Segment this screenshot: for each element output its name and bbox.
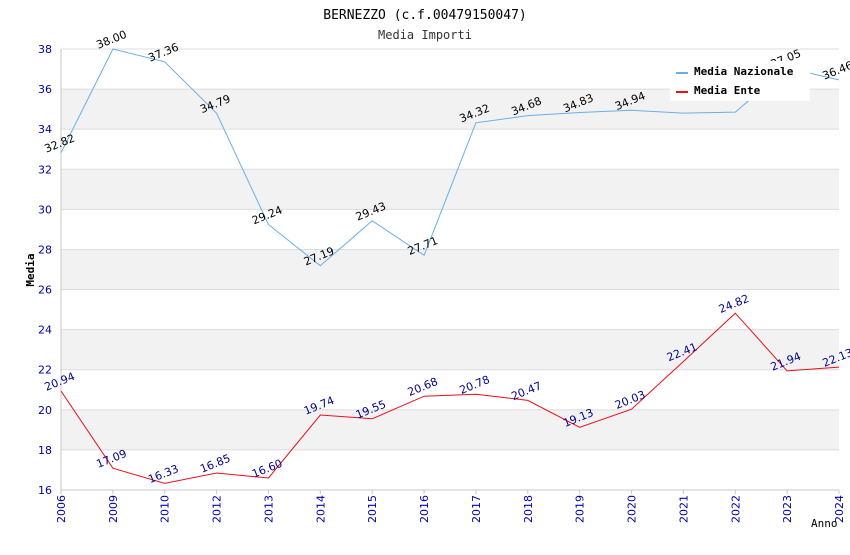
data-label: 20.78 [458,373,492,397]
y-tick-label: 26 [38,284,52,297]
data-label: 16.33 [146,462,180,486]
x-tick-label: 2016 [418,495,431,523]
chart-title: BERNEZZO (c.f.00479150047) [323,8,527,23]
data-label: 37.36 [146,41,180,65]
y-tick-label: 16 [38,484,52,497]
series-line-media-nazionale [60,48,840,267]
y-tick-label: 34 [38,123,52,136]
data-label: 20.47 [509,379,543,403]
chart-subtitle: Media Importi [378,28,472,42]
x-axis-label: Anno [811,517,838,530]
x-tick-label: 2018 [522,495,535,523]
x-tick-label: 2006 [55,495,68,523]
data-label: 24.82 [717,292,751,316]
y-tick-label: 24 [38,324,52,337]
x-tick-label: 2015 [366,495,379,523]
y-tick-label: 22 [38,364,52,377]
grid-band [61,409,839,450]
y-tick-label: 20 [38,404,52,417]
series-lines [60,48,840,484]
x-tick-label: 2022 [729,495,742,523]
y-axis-label: Media [24,253,37,286]
data-label: 16.60 [250,457,284,481]
legend: Media Nazionale Media Ente [670,61,810,101]
legend-label-media-nazionale: Media Nazionale [694,65,794,78]
data-label: 38.00 [95,28,129,52]
grid-bands [61,89,839,450]
data-label: 20.03 [613,388,647,412]
x-tick-label: 2009 [107,495,120,523]
data-label: 16.85 [198,452,232,476]
y-tick-label: 30 [38,203,52,216]
grid-band [61,329,839,370]
y-tick-label: 36 [38,83,52,96]
x-tick-label: 2012 [211,495,224,523]
x-tick-label: 2021 [677,495,690,523]
x-tick-label: 2023 [781,495,794,523]
x-tick-label: 2024 [833,495,846,523]
data-label: 20.68 [406,375,440,399]
series-line-media-ente [60,312,840,484]
y-tick-label: 38 [38,43,52,56]
legend-label-media-ente: Media Ente [694,84,761,97]
y-tick-label: 18 [38,444,52,457]
y-tick-label: 28 [38,243,52,256]
data-label: 17.09 [95,447,129,471]
y-tick-label: 32 [38,163,52,176]
x-tick-label: 2019 [574,495,587,523]
x-tick-label: 2017 [470,495,483,523]
x-tick-label: 2020 [626,495,639,523]
legend-box [670,61,810,101]
x-tick-label: 2010 [159,495,172,523]
grid-band [61,249,839,290]
x-tick-label: 2014 [314,495,327,523]
x-tick-label: 2013 [262,495,275,523]
grid-lines [61,48,839,491]
